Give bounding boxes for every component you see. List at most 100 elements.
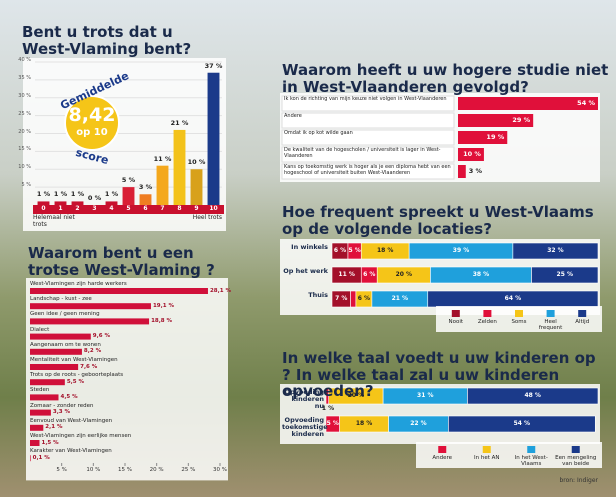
value-label: 54 % [577,99,595,107]
value-label: 39 % [452,246,470,254]
category-label: Geen idee / geen mening [30,311,100,318]
category-label: Eenvoud van West-Vlamingen [30,417,113,424]
chart-title: Waarom heeft u uw hogere studie niet in … [282,61,609,96]
legend-swatch [571,446,580,453]
value-label: 22 % [410,419,427,427]
legend-swatch [483,310,492,317]
bar [30,440,40,446]
legend-label: In het AN [473,455,500,461]
value-label: 31 % [417,391,434,399]
bar [458,148,484,161]
bar [30,303,151,310]
category-label: Ik kon de richting van mijn keuze niet v… [284,96,447,102]
x-tick-label: 1 [58,205,63,212]
y-tick-label: 10 % [18,164,31,171]
value-label: 5 % [121,176,136,185]
value-label: 32 % [547,246,564,254]
category-label: Andere [284,113,302,119]
bar [30,364,79,370]
x-end-label: Heel trots [192,214,222,221]
value-label: 8,2 % [83,348,102,355]
label-cell [281,163,455,180]
legend-swatch [451,310,460,317]
value-label: 54 % [513,419,531,427]
bar [30,424,44,431]
x-tick-label: 6 [143,205,148,212]
y-tick-label: 5 % [21,182,31,189]
y-tick-label: 35 % [18,74,31,81]
value-label: 48 % [524,391,541,399]
value-label: 5 % [348,246,361,254]
bar [190,169,203,205]
category-label: Zomaar - zonder reden [30,402,94,409]
x-tick-label: 5 % [56,467,67,473]
panel [416,442,602,468]
x-tick-label: 9 [194,205,199,212]
x-tick-label: 30 % [213,467,227,473]
category-label: West-Vlamingen zijn eerlijke mensen [30,433,132,439]
value-label: 1,5 % [41,439,59,446]
category-label: De kwaliteit van de hogescholen / univer… [284,147,441,159]
legend-label: In het West-Vlaams [514,455,548,468]
x-tick-label: 2 [75,205,80,212]
category-label: Karakter van West-Vlamingen [30,448,112,455]
value-label: 19 % [486,133,505,141]
source: bron: Indiger [559,477,598,484]
value-label: 64 % [504,294,522,302]
value-label: 28,1 % [209,287,231,294]
bar [30,379,65,386]
legend-swatch [578,310,587,317]
x-tick-label: 25 % [181,467,196,473]
chart-title: Hoe frequent spreekt u West-Vlaams op de… [282,203,594,238]
x-tick-label: 4 [109,205,114,212]
value-label: 37 % [204,61,223,70]
legend-label: Nooit [448,319,464,325]
legend-label: Andere [432,455,453,461]
value-label: 38 % [472,270,490,278]
category-label: Op het werk [283,267,328,275]
value-label: 18 % [376,246,394,254]
x-tick-label: 10 % [86,467,101,473]
value-label: 18 % [355,419,373,427]
value-label: 5,5 % [66,378,84,385]
y-tick-label: 40 % [18,57,31,63]
badge-unit: op 10 [76,127,108,138]
value-label: 4,5 % [60,393,78,400]
value-label: 1 % [36,190,51,199]
category-label: Opvoeding toekomstige kinderen [282,416,328,439]
chart-title: In welke taal voedt u uw kinderen op ? I… [282,349,596,400]
x-tick-label: 5 [126,205,131,212]
legend-swatch [438,446,447,453]
bar [71,201,84,205]
bar-segment [448,415,596,433]
value-label: 10 % [463,150,481,158]
bar [458,165,466,178]
legend-label: Heel frequent [538,319,563,332]
bar [207,72,220,205]
category-label: Thuis [308,291,328,299]
bar [30,409,51,416]
value-label: 1 % [104,190,119,199]
value-label: 29 % [512,116,531,124]
value-label: 0,1 % [32,454,50,461]
legend-label: Altijd [575,319,590,325]
value-label: 2,1 % [45,424,63,431]
category-label: Steden [30,387,50,394]
chart-title: Waarom bent u een trotse West-Vlaming ? [28,244,215,279]
x-tick-label: 10 [209,205,218,212]
legend-label: Een mengeling van beide [555,455,597,468]
badge [64,95,120,151]
value-label: 6 % [357,294,371,302]
x-tick-label: 3 [92,205,97,212]
y-tick-label: 20 % [18,128,31,135]
bar [458,131,508,144]
bar-segment [467,387,599,405]
bar [458,114,534,127]
value-label: 21 % [170,118,189,127]
value-label: 0 % [87,194,102,202]
bar-segment [512,242,599,260]
value-label: 21 % [391,294,409,302]
value-label: 6 % [363,270,376,278]
